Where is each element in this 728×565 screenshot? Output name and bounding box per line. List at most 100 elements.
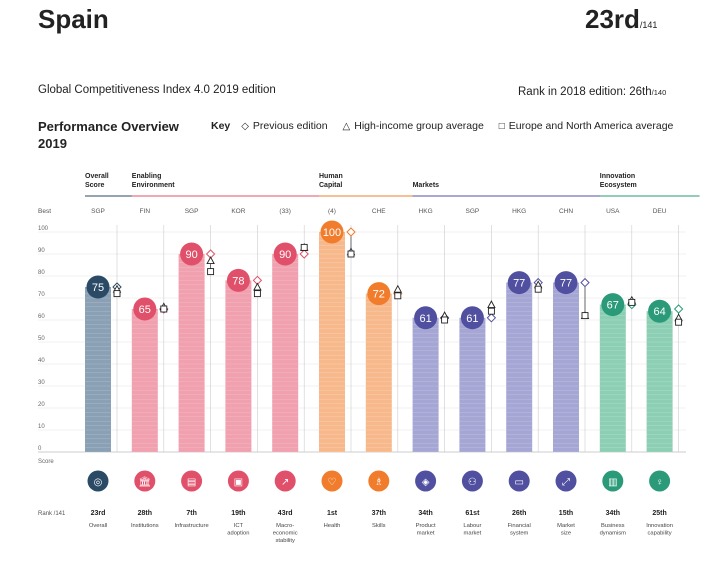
score-circle xyxy=(320,220,344,244)
best-economy-label: CHE xyxy=(372,208,386,215)
score-value-label: 77 xyxy=(513,278,525,290)
ict-adoption-icon-glyph: ▣ xyxy=(234,477,243,488)
pillar-rank: 34th xyxy=(418,510,432,517)
score-bar xyxy=(225,280,252,452)
group-label: Score xyxy=(85,182,105,189)
macroeconomic-stability-icon-glyph: ↗ xyxy=(281,477,289,488)
pillar-rank: 34th xyxy=(606,510,620,517)
europe-average-marker xyxy=(628,298,636,306)
business-dynamism-icon-glyph: ▥ xyxy=(608,477,617,488)
pillar-rank: 43rd xyxy=(278,510,293,517)
europe-average-marker xyxy=(160,305,168,313)
pillar-name: market xyxy=(417,531,435,537)
pillar-rank: 15th xyxy=(559,510,573,517)
institutions-icon xyxy=(134,470,156,492)
pillar-name: Market xyxy=(557,523,575,529)
pillar-name: size xyxy=(561,531,571,537)
europe-average-marker xyxy=(300,243,308,251)
europe-average-marker xyxy=(113,290,121,298)
legend-high-income: △ High-income group average xyxy=(343,120,484,132)
labour-market-icon-glyph: ⚇ xyxy=(468,477,477,488)
y-tick-label: 70 xyxy=(38,292,45,298)
infrastructure-icon xyxy=(181,470,203,492)
triangle-icon: △ xyxy=(342,121,351,132)
pillar-rank: 37th xyxy=(372,510,386,517)
infrastructure-icon-glyph: ▤ xyxy=(187,477,196,488)
best-economy-label: HKG xyxy=(419,208,433,215)
score-circle xyxy=(460,306,484,330)
score-circle xyxy=(86,275,110,299)
pillar-rank: 19th xyxy=(231,510,245,517)
score-bar xyxy=(553,282,579,452)
skills-icon-glyph: ♗ xyxy=(374,477,383,488)
best-economy-label: SGP xyxy=(91,208,105,215)
ict-adoption-icon xyxy=(227,470,249,492)
score-circle xyxy=(507,271,531,295)
pillar-name: system xyxy=(510,531,529,537)
legend-key-label: Key xyxy=(211,120,231,132)
overview-title-line2: 2019 xyxy=(38,136,67,151)
europe-average-marker xyxy=(347,250,355,258)
best-economy-label: CHN xyxy=(559,208,573,215)
y-tick-label: 80 xyxy=(38,270,45,276)
pillar-name: Overall xyxy=(89,523,107,529)
overall-rank-of: /141 xyxy=(639,20,658,30)
y-tick-label: 100 xyxy=(38,226,49,232)
score-circle xyxy=(601,293,625,317)
pillar-name: ICT xyxy=(234,523,244,529)
score-bar xyxy=(646,311,673,452)
overall-icon-glyph: ◎ xyxy=(94,477,103,488)
y-tick-label: 90 xyxy=(38,248,45,254)
score-bar xyxy=(319,232,345,452)
legend-previous: ◇ Previous edition xyxy=(241,120,327,132)
score-circle xyxy=(180,242,204,266)
score-bar xyxy=(131,309,158,452)
group-label: Overall xyxy=(85,173,109,180)
score-value-label: 77 xyxy=(560,278,572,290)
legend-europe-label: Europe and North America average xyxy=(508,120,674,132)
best-economy-label: SGP xyxy=(185,208,199,215)
best-economy-label: KOR xyxy=(231,208,245,215)
pillar-rank: 26th xyxy=(512,510,526,517)
score-bar xyxy=(459,317,486,452)
legend-previous-label: Previous edition xyxy=(252,120,328,132)
score-value-label: 90 xyxy=(185,249,197,261)
europe-average-marker xyxy=(207,268,215,276)
pillar-rank: 25th xyxy=(652,510,666,517)
country-title: Spain xyxy=(38,4,109,34)
best-economy-label: DEU xyxy=(653,208,667,215)
y-tick-label: 30 xyxy=(38,380,45,386)
financial-system-icon-glyph: ▭ xyxy=(514,477,523,488)
group-label: Ecosystem xyxy=(600,182,637,189)
rank-row-label: Rank /141 xyxy=(38,511,66,517)
product-market-icon-glyph: ◈ xyxy=(422,477,430,488)
previous-edition-marker xyxy=(346,227,356,237)
score-circle xyxy=(554,271,578,295)
score-circle xyxy=(133,297,157,321)
score-value-label: 100 xyxy=(323,227,341,239)
group-label: Capital xyxy=(319,182,342,189)
rank-2018: Rank in 2018 edition: 26th/140 xyxy=(518,86,666,98)
business-dynamism-icon xyxy=(602,470,624,492)
overview-title-line1: Performance Overview xyxy=(38,119,179,134)
pillar-name: dynamism xyxy=(600,531,627,537)
score-bar xyxy=(506,282,533,452)
health-icon xyxy=(321,470,343,492)
score-value-label: 61 xyxy=(466,313,478,325)
pillar-name: Health xyxy=(324,523,341,529)
score-axis-label: Score xyxy=(38,459,54,465)
pillar-name: Financial xyxy=(508,523,531,529)
y-tick-label: 50 xyxy=(38,336,45,342)
group-label: Enabling xyxy=(132,173,162,180)
market-size-icon-glyph: ⤢ xyxy=(562,477,570,488)
y-tick-label: 60 xyxy=(38,314,45,320)
high-income-marker xyxy=(206,256,215,265)
europe-average-marker xyxy=(534,285,542,293)
health-icon-glyph: ♡ xyxy=(328,477,337,488)
square-icon: □ xyxy=(498,121,505,132)
pillar-name: Business xyxy=(601,523,625,529)
best-economy-label: SGP xyxy=(466,208,480,215)
score-circle xyxy=(226,268,250,292)
previous-edition-marker xyxy=(486,313,497,323)
